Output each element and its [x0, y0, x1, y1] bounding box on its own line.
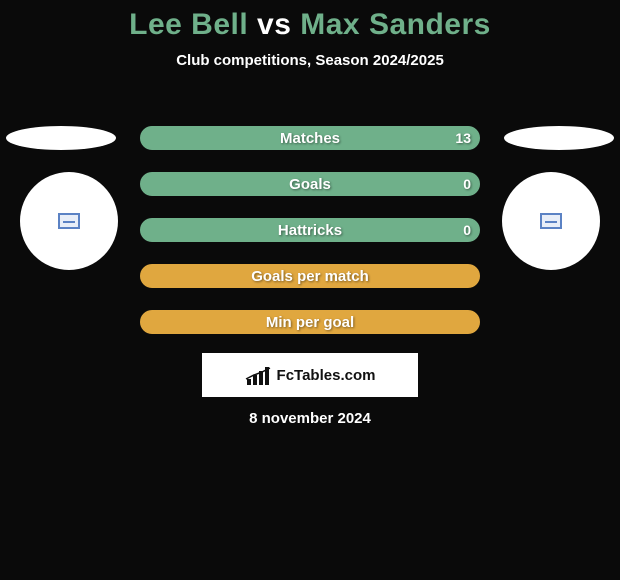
page-title: Lee Bell vs Max Sanders	[0, 0, 620, 42]
left-player-avatar	[20, 172, 118, 270]
stat-row: Matches 13	[140, 126, 480, 150]
avatar-placeholder-icon	[540, 213, 562, 229]
stat-value-right: 13	[455, 130, 471, 146]
stat-value-right: 0	[463, 176, 471, 192]
stat-row: Hattricks 0	[140, 218, 480, 242]
date-text: 8 november 2024	[0, 410, 620, 427]
stat-rows: Matches 13 Goals 0 Hattricks 0 Goals per match…	[140, 126, 480, 356]
title-part: vs	[248, 8, 300, 41]
fctables-logo[interactable]: FcTables.com	[202, 353, 418, 397]
stat-row: Min per goal	[140, 310, 480, 334]
stat-row: Goals 0	[140, 172, 480, 196]
stat-label: Hattricks	[278, 222, 342, 239]
right-player-avatar	[502, 172, 600, 270]
stat-label: Goals	[289, 176, 331, 193]
title-part: Lee Bell	[129, 8, 248, 41]
stat-label: Matches	[280, 130, 340, 147]
title-part: Max Sanders	[300, 8, 491, 41]
stat-label: Goals per match	[251, 268, 369, 285]
logo-text: FcTables.com	[277, 367, 376, 384]
stat-label: Min per goal	[266, 314, 354, 331]
stat-value-right: 0	[463, 222, 471, 238]
bar-chart-icon	[245, 365, 271, 385]
stat-row: Goals per match	[140, 264, 480, 288]
left-ellipse-decoration	[6, 126, 116, 150]
subtitle: Club competitions, Season 2024/2025	[0, 52, 620, 69]
comparison-card: Lee Bell vs Max Sanders Club competition…	[0, 0, 620, 580]
right-ellipse-decoration	[504, 126, 614, 150]
avatar-placeholder-icon	[58, 213, 80, 229]
